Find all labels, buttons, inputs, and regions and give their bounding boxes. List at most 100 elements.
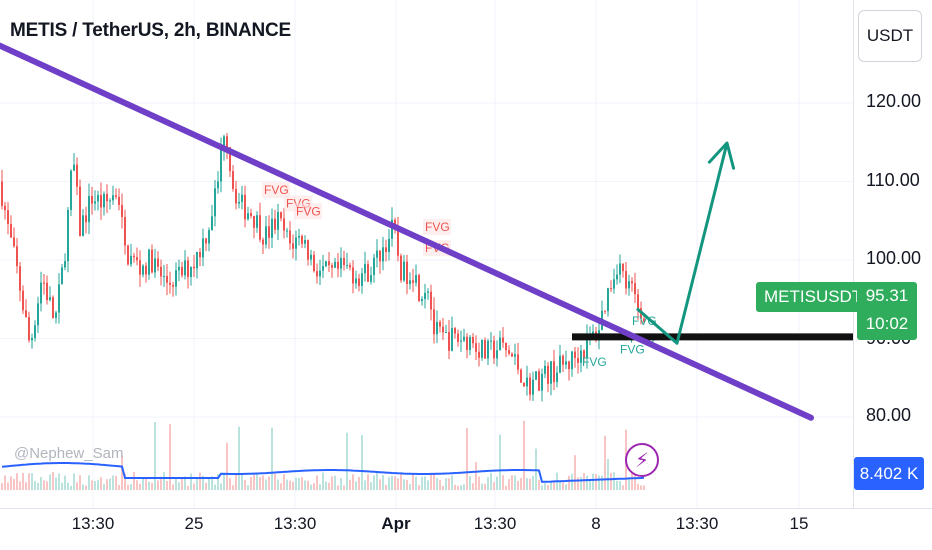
candle-body bbox=[637, 294, 639, 309]
candle-body bbox=[301, 235, 303, 244]
volume-bar bbox=[268, 476, 270, 490]
candle-body bbox=[286, 230, 288, 232]
volume-bar bbox=[352, 474, 354, 490]
volume-bar bbox=[427, 480, 429, 490]
volume-bar bbox=[430, 474, 432, 490]
candle-body bbox=[241, 194, 243, 202]
volume-bar bbox=[418, 485, 420, 490]
volume-bar bbox=[397, 478, 399, 490]
volume-bar bbox=[499, 434, 501, 490]
candle-body bbox=[544, 365, 546, 374]
volume-bar bbox=[145, 478, 147, 490]
volume-bar bbox=[631, 472, 633, 490]
volume-bar bbox=[577, 477, 579, 490]
candle-body bbox=[37, 303, 39, 326]
candle-body bbox=[289, 230, 291, 244]
fvg-label: FVG bbox=[620, 342, 645, 356]
candle-body bbox=[379, 250, 381, 262]
volume-bar bbox=[259, 477, 261, 490]
candle-body bbox=[355, 278, 357, 284]
candle-body bbox=[526, 377, 528, 387]
volume-bar bbox=[85, 485, 87, 490]
volume-bar bbox=[442, 485, 444, 490]
grid bbox=[0, 0, 853, 508]
candle-body bbox=[574, 351, 576, 359]
volume-bar bbox=[334, 475, 336, 490]
candle-body bbox=[376, 250, 378, 258]
candle-body bbox=[586, 335, 588, 358]
candle-body bbox=[118, 196, 120, 205]
volume-bar bbox=[37, 482, 39, 490]
volume-bar bbox=[277, 479, 279, 490]
candle-body bbox=[145, 265, 147, 275]
volume-bar bbox=[532, 475, 534, 490]
volume-bar bbox=[208, 477, 210, 490]
candle-body bbox=[13, 237, 15, 247]
candle-body bbox=[451, 328, 453, 351]
volume-bar bbox=[301, 477, 303, 490]
candle-body bbox=[571, 351, 573, 370]
volume-bar bbox=[58, 473, 60, 490]
candle-body bbox=[583, 350, 585, 358]
currency-button[interactable]: USDT bbox=[858, 10, 922, 62]
candle-body bbox=[112, 195, 114, 201]
candle-body bbox=[178, 266, 180, 271]
volume-bar bbox=[136, 480, 138, 490]
volume-bar bbox=[205, 482, 207, 490]
volume-bar bbox=[256, 473, 258, 490]
candle-body bbox=[220, 148, 222, 182]
candle-body bbox=[370, 275, 372, 282]
volume-bar bbox=[226, 442, 228, 490]
volume-bar bbox=[91, 480, 93, 490]
volume-bar bbox=[604, 435, 606, 490]
volume-bar bbox=[526, 478, 528, 490]
volume-bar bbox=[517, 480, 519, 490]
volume-bar bbox=[172, 484, 174, 490]
volume-bar bbox=[103, 484, 105, 490]
candle-body bbox=[22, 290, 24, 311]
candle-body bbox=[610, 288, 612, 290]
candle-body bbox=[229, 147, 231, 172]
volume-bar bbox=[481, 483, 483, 490]
candle-body bbox=[505, 342, 507, 351]
candle-body bbox=[157, 258, 159, 267]
candle-body bbox=[64, 261, 66, 268]
volume-bar bbox=[487, 477, 489, 490]
volume-bar bbox=[505, 485, 507, 490]
candle-body bbox=[523, 382, 525, 387]
lightning-icon[interactable]: ⚡︎ bbox=[625, 443, 659, 477]
candle-body bbox=[457, 333, 459, 342]
candle-body bbox=[340, 257, 342, 269]
volume-bar bbox=[454, 484, 456, 490]
volume-ma-line bbox=[1, 462, 645, 483]
volume-bar bbox=[565, 484, 567, 490]
candle-body bbox=[256, 215, 258, 228]
volume-bar bbox=[598, 475, 600, 490]
fvg-zone bbox=[262, 182, 290, 199]
volume-bar bbox=[286, 479, 288, 490]
volume-bar bbox=[148, 481, 150, 490]
candle-body bbox=[148, 249, 150, 275]
volume-bar bbox=[106, 479, 108, 490]
volume-bar bbox=[445, 478, 447, 490]
candle-body bbox=[115, 195, 117, 197]
candle-body bbox=[199, 251, 201, 258]
volume-bar bbox=[370, 482, 372, 490]
volume-bar bbox=[601, 475, 603, 490]
candle-body bbox=[121, 204, 123, 218]
volume-bar bbox=[496, 476, 498, 490]
volume-bar bbox=[214, 484, 216, 490]
candle-body bbox=[292, 243, 294, 249]
candle-body bbox=[322, 266, 324, 271]
candle-body bbox=[136, 257, 138, 261]
price-tick: 80.00 bbox=[866, 405, 912, 425]
volume-bar bbox=[316, 475, 318, 490]
volume-bar bbox=[343, 485, 345, 490]
candle-body bbox=[613, 279, 615, 289]
volume-bar bbox=[325, 481, 327, 490]
volume-bar bbox=[373, 475, 375, 490]
fvg-label: FVG bbox=[296, 204, 321, 218]
candle-body bbox=[262, 239, 264, 245]
candle-body bbox=[238, 201, 240, 204]
